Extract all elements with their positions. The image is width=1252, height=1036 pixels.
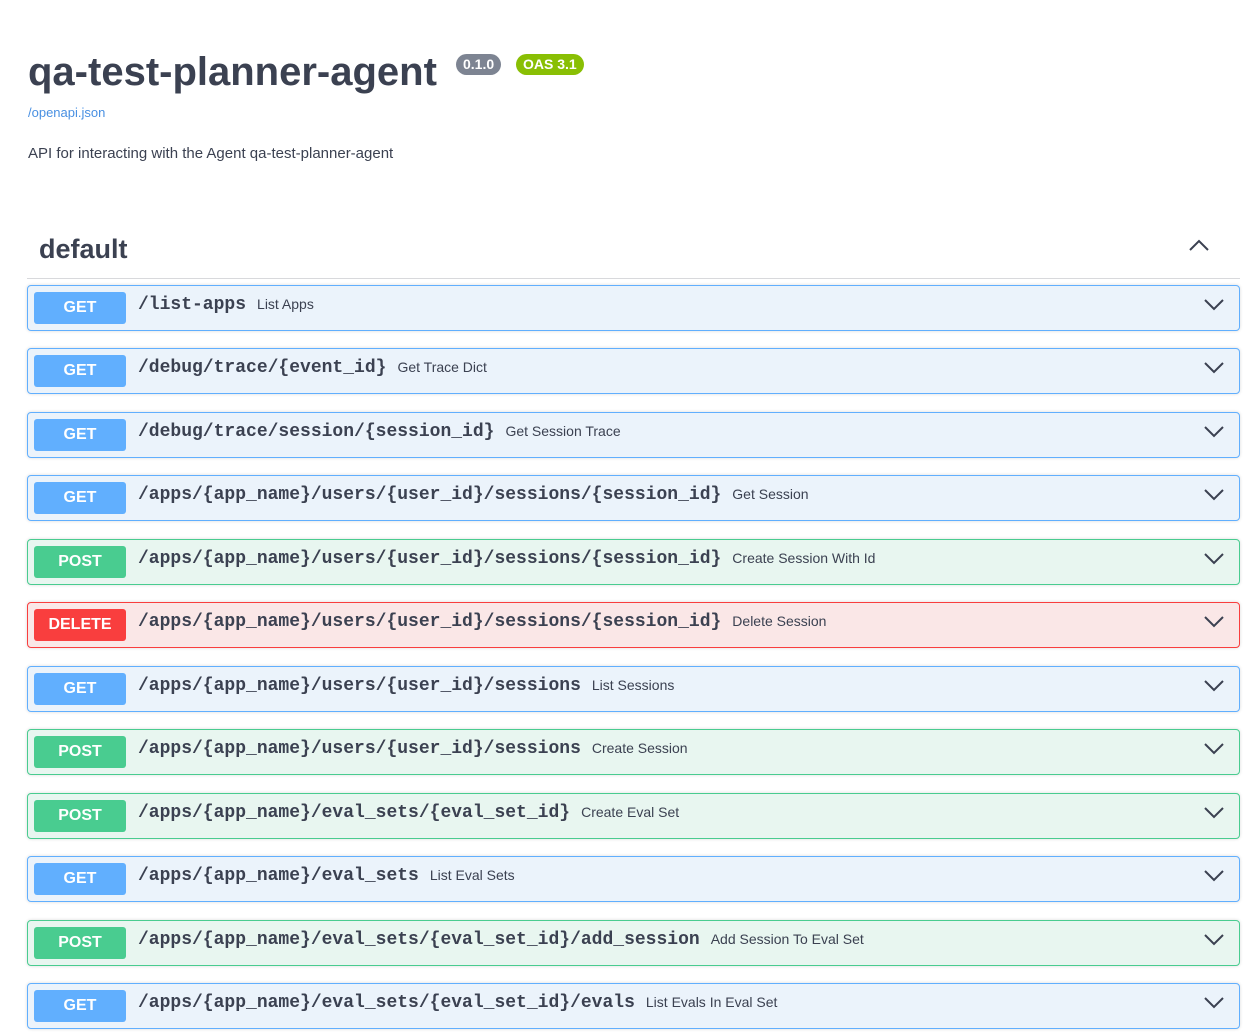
path-text: /apps/{app_name}/eval_sets/{eval_set_id}… [138,993,635,1013]
path-text: /apps/{app_name}/eval_sets [138,866,419,886]
oas-badge: OAS 3.1 [516,54,584,75]
operation-path: /apps/{app_name}/users/{user_id}/session… [138,612,826,632]
operation-summary: Create Session With Id [732,550,876,566]
operation-get[interactable]: GET /apps/{app_name}/eval_sets List Eval … [27,856,1240,902]
chevron-down-icon[interactable] [1203,806,1225,820]
path-text: /debug/trace/{event_id} [138,358,387,378]
path-text: /apps/{app_name}/users/{user_id}/session… [138,676,581,696]
version-badge: 0.1.0 [456,54,502,75]
method-badge: GET [34,292,126,324]
method-badge: GET [34,863,126,895]
tag-section-default[interactable]: default [27,226,1240,279]
method-badge: GET [34,419,126,451]
method-badge: GET [34,673,126,705]
path-text: /apps/{app_name}/users/{user_id}/session… [138,612,722,632]
operation-summary: Delete Session [732,613,827,629]
operation-summary: Add Session To Eval Set [710,931,864,947]
path-text: /apps/{app_name}/eval_sets/{eval_set_id}… [138,930,700,950]
operation-path: /debug/trace/session/{session_id} Get Ses… [138,422,621,442]
operation-path: /debug/trace/{event_id} Get Trace Dict [138,358,487,378]
operation-get[interactable]: GET /list-apps List Apps [27,285,1240,331]
method-badge: POST [34,546,126,578]
operation-post[interactable]: POST /apps/{app_name}/users/{user_id}/se… [27,729,1240,775]
path-text: /apps/{app_name}/users/{user_id}/session… [138,549,722,569]
path-text: /debug/trace/session/{session_id} [138,422,495,442]
operation-path: /apps/{app_name}/users/{user_id}/session… [138,676,674,696]
operation-summary: Get Session [732,486,809,502]
operation-summary: List Evals In Eval Set [645,994,778,1010]
chevron-down-icon[interactable] [1203,552,1225,566]
chevron-down-icon[interactable] [1203,679,1225,693]
chevron-down-icon[interactable] [1203,869,1225,883]
api-description: API for interacting with the Agent qa-te… [28,145,394,162]
operation-post[interactable]: POST /apps/{app_name}/eval_sets/{eval_se… [27,793,1240,839]
path-text: /apps/{app_name}/users/{user_id}/session… [138,739,581,759]
operation-summary: List Apps [257,296,314,312]
openapi-json-link[interactable]: /openapi.json [28,105,106,120]
operation-summary: Create Eval Set [581,804,680,820]
method-badge: POST [34,927,126,959]
method-badge: POST [34,800,126,832]
operation-summary: List Sessions [591,677,675,693]
operation-summary: Get Trace Dict [397,359,487,375]
chevron-up-icon[interactable] [1188,238,1210,252]
method-badge: GET [34,355,126,387]
operation-path: /apps/{app_name}/users/{user_id}/session… [138,485,809,505]
operation-get[interactable]: GET /debug/trace/session/{session_id} Get… [27,412,1240,458]
operation-path: /apps/{app_name}/eval_sets/{eval_set_id}… [138,803,679,823]
page-title: qa-test-planner-agent [28,50,437,94]
operation-path: /apps/{app_name}/eval_sets/{eval_set_id}… [138,930,864,950]
path-text: /apps/{app_name}/users/{user_id}/session… [138,485,722,505]
chevron-down-icon[interactable] [1203,615,1225,629]
chevron-down-icon[interactable] [1203,425,1225,439]
method-badge: DELETE [34,609,126,641]
operation-get[interactable]: GET /debug/trace/{event_id} Get Trace Dic… [27,348,1240,394]
method-badge: POST [34,736,126,768]
chevron-down-icon[interactable] [1203,361,1225,375]
operation-get[interactable]: GET /apps/{app_name}/users/{user_id}/ses… [27,666,1240,712]
chevron-down-icon[interactable] [1203,742,1225,756]
operation-delete[interactable]: DELETE /apps/{app_name}/users/{user_id}/… [27,602,1240,648]
path-text: /list-apps [138,295,247,315]
operation-path: /list-apps List Apps [138,295,314,315]
tag-name: default [39,234,128,264]
operation-summary: Create Session [591,740,688,756]
operation-path: /apps/{app_name}/users/{user_id}/session… [138,739,688,759]
operation-post[interactable]: POST /apps/{app_name}/eval_sets/{eval_se… [27,920,1240,966]
chevron-down-icon[interactable] [1203,933,1225,947]
method-badge: GET [34,990,126,1022]
operation-post[interactable]: POST /apps/{app_name}/users/{user_id}/se… [27,539,1240,585]
operation-summary: Get Session Trace [505,423,621,439]
operation-get[interactable]: GET /apps/{app_name}/eval_sets/{eval_set… [27,983,1240,1029]
operation-get[interactable]: GET /apps/{app_name}/users/{user_id}/ses… [27,475,1240,521]
operation-path: /apps/{app_name}/eval_sets List Eval Sets [138,866,515,886]
method-badge: GET [34,482,126,514]
operation-path: /apps/{app_name}/eval_sets/{eval_set_id}… [138,993,777,1013]
path-text: /apps/{app_name}/eval_sets/{eval_set_id} [138,803,571,823]
operation-path: /apps/{app_name}/users/{user_id}/session… [138,549,875,569]
chevron-down-icon[interactable] [1203,488,1225,502]
operation-summary: List Eval Sets [429,867,515,883]
chevron-down-icon[interactable] [1203,298,1225,312]
chevron-down-icon[interactable] [1203,996,1225,1010]
